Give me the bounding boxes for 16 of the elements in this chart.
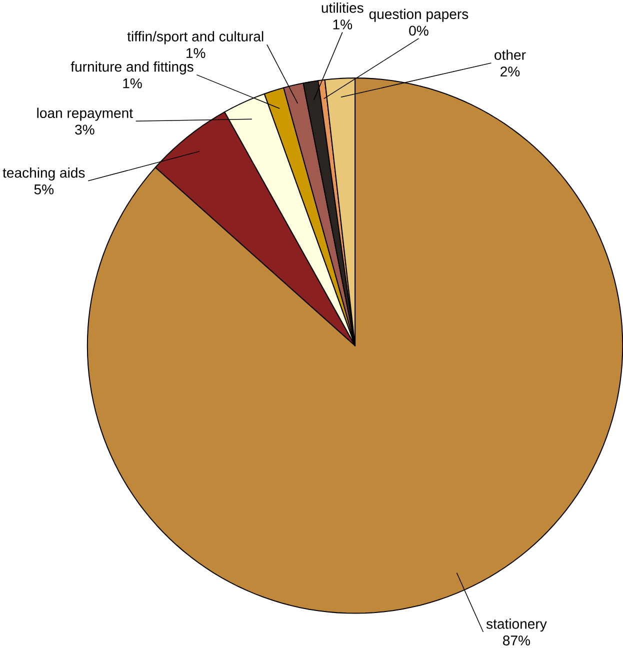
data-label: 1% [123,78,142,88]
slice-label: tiffin/sport and cultural [127,31,264,44]
slice-label: loan repayment [37,108,133,121]
data-label: 1% [186,48,206,58]
data-label: 5% [34,184,54,194]
slice-label: other [494,50,526,60]
data-label: 87% [502,636,530,646]
data-label: 3% [75,124,94,135]
data-label: 2% [500,66,520,76]
data-label: 0% [409,26,428,36]
slice-label: utilities [322,2,364,13]
data-label: 1% [333,20,352,30]
slice-label: stationery [486,618,547,632]
slice-label: teaching aids [2,167,85,181]
slice-label: question papers [369,8,468,22]
slice-label: furniture and fittings [70,61,194,74]
